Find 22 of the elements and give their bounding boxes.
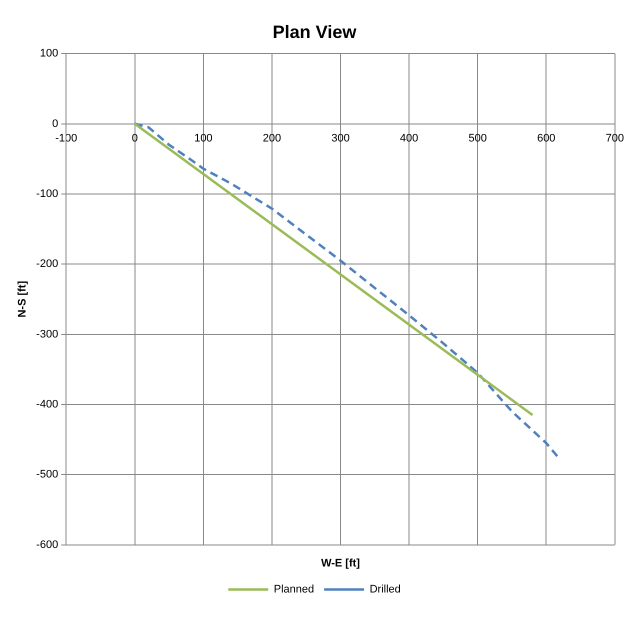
x-tick-label: 600 [537,132,556,144]
x-tick-label: 500 [468,132,487,144]
x-tick-label: 200 [262,132,282,144]
x-tick-label: 100 [194,132,213,144]
x-tick-label: 0 [132,132,138,144]
x-axis-title: W-E [ft] [321,557,360,570]
y-tick-label: -300 [36,328,58,340]
x-tick-label: 400 [400,132,418,144]
line-series [134,122,560,460]
y-tick-label: -500 [36,468,58,481]
y-tick-label: -100 [36,188,58,200]
x-tick-label: 700 [606,132,624,144]
y-tick-label: -200 [36,258,58,270]
y-tick-label: -600 [36,538,58,551]
y-tick-label: 100 [40,48,58,60]
chart-title: Plan View [272,22,358,42]
y-axis-title: N-S [ft] [16,280,29,318]
legend-label: Drilled [370,584,401,596]
y-tick-label: -400 [36,398,58,410]
x-tick-label: 300 [331,132,350,144]
y-tick-label: 0 [52,118,58,130]
legend-label: Planned [274,584,314,596]
